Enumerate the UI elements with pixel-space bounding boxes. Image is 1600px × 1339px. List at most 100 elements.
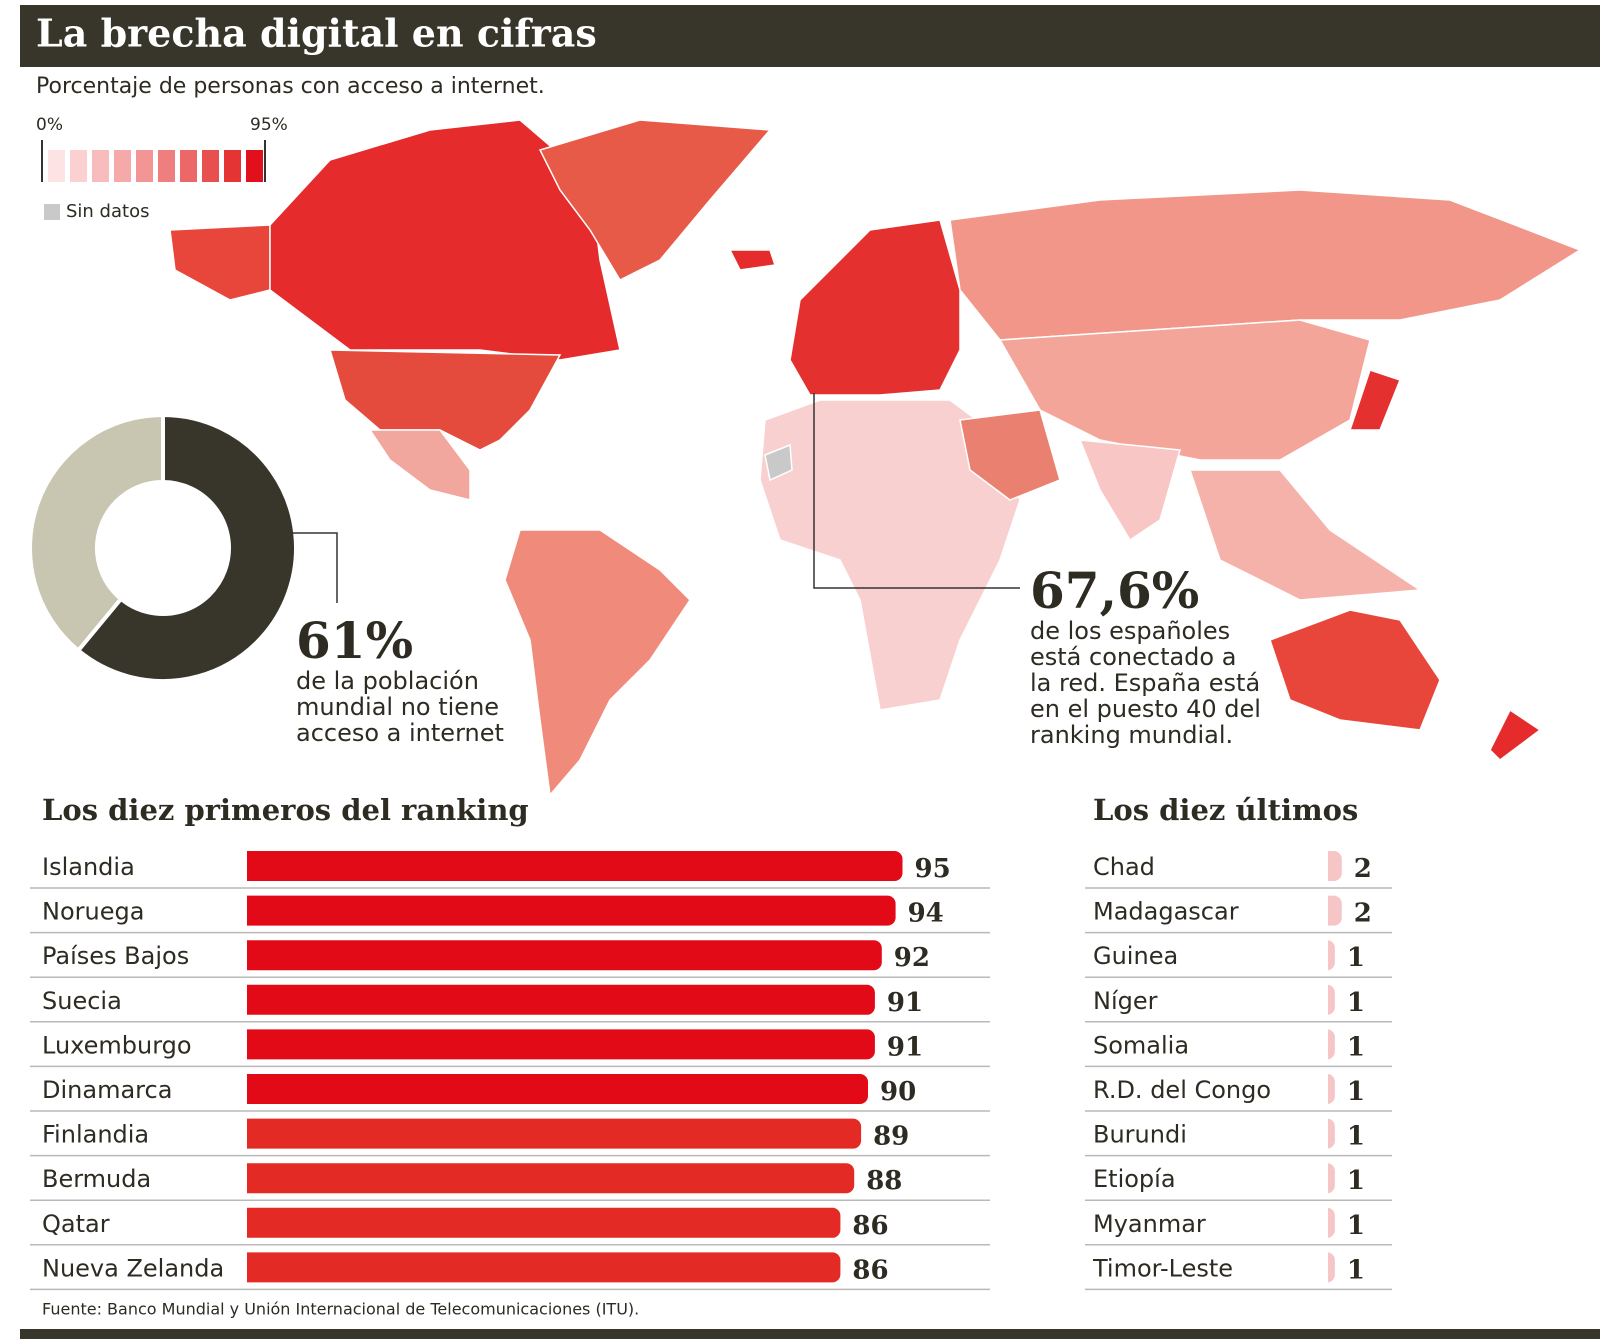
bar-cover — [1319, 1117, 1328, 1150]
legend-swatch — [180, 150, 197, 182]
legend-no-data: Sin datos — [66, 201, 149, 222]
legend-swatch — [48, 150, 65, 182]
category-label: Timor-Leste — [1092, 1254, 1233, 1282]
source: Fuente: Banco Mundial y Unión Internacio… — [42, 1300, 639, 1319]
bar — [239, 895, 896, 926]
bar — [239, 940, 882, 971]
callout-text: la red. España está — [1030, 669, 1260, 697]
callout-text: en el puesto 40 del — [1030, 695, 1261, 723]
title: La brecha digital en cifras — [36, 11, 597, 56]
category-label: Níger — [1093, 987, 1158, 1015]
bar-cover — [1319, 894, 1328, 927]
category-label: Bermuda — [42, 1165, 151, 1193]
map-mexico — [368, 429, 471, 501]
bottom-ranking-chart: Los diez últimos Chad 2 Madagascar 2 Guinea 1 N… — [1085, 793, 1392, 1291]
map-africa — [759, 399, 1021, 711]
bar-cover — [238, 1251, 247, 1284]
value-label: 1 — [1347, 988, 1365, 1018]
category-label: Finlandia — [42, 1121, 149, 1149]
category-label: Somalia — [1093, 1031, 1189, 1059]
legend-swatch — [114, 150, 131, 182]
category-label: Madagascar — [1093, 898, 1239, 926]
value-label: 95 — [915, 854, 951, 884]
value-label: 86 — [852, 1255, 888, 1285]
map-india — [1078, 439, 1181, 542]
legend-max: 95% — [250, 115, 288, 135]
map-new-zealand — [1489, 708, 1542, 761]
map-canada — [269, 119, 621, 361]
bar — [239, 1207, 841, 1238]
map-southeast-asia — [1188, 469, 1423, 601]
value-label: 92 — [894, 943, 930, 973]
category-label: Myanmar — [1093, 1210, 1206, 1238]
map-asia — [998, 319, 1371, 461]
value-label: 1 — [1347, 943, 1365, 973]
bar — [239, 1163, 855, 1194]
bar — [239, 984, 875, 1015]
legend-swatch — [158, 150, 175, 182]
no-data-swatch — [44, 204, 60, 220]
bar-cover — [1319, 939, 1328, 972]
donut-segment — [28, 412, 165, 654]
bar-cover — [1319, 1206, 1328, 1239]
subtitle: Porcentaje de personas con acceso a inte… — [36, 74, 545, 99]
category-label: Qatar — [42, 1210, 110, 1238]
callout-text: de los españoles — [1030, 617, 1230, 645]
value-label: 1 — [1347, 1255, 1365, 1285]
value-label: 89 — [873, 1122, 909, 1152]
legend-swatch — [202, 150, 219, 182]
map-alaska — [169, 224, 271, 301]
category-label: Etiopía — [1093, 1165, 1176, 1193]
map-middle-east — [959, 409, 1061, 501]
bar — [239, 1029, 875, 1060]
category-label: R.D. del Congo — [1093, 1076, 1271, 1104]
bar-cover — [238, 1073, 247, 1105]
category-label: Guinea — [1093, 942, 1178, 970]
map-greenland — [538, 119, 772, 281]
map-legend: 0% 95% Sin datos — [36, 115, 288, 222]
bar — [239, 1252, 841, 1283]
category-label: Noruega — [42, 898, 144, 926]
map-south-america — [504, 529, 691, 797]
legend-swatch — [92, 150, 109, 182]
value-label: 86 — [852, 1211, 888, 1241]
value-label: 1 — [1347, 1166, 1365, 1196]
leader-line — [293, 532, 338, 603]
value-label: 1 — [1347, 1032, 1365, 1062]
bar-cover — [1319, 1028, 1328, 1061]
map-japan — [1348, 369, 1401, 431]
map-australia — [1269, 609, 1441, 731]
category-label: Burundi — [1093, 1121, 1187, 1149]
legend-swatch — [70, 150, 87, 182]
world-map — [169, 119, 1582, 797]
category-label: Luxemburgo — [42, 1031, 192, 1059]
map-europe — [789, 219, 961, 396]
category-label: Dinamarca — [42, 1076, 172, 1104]
bar-cover — [1319, 1073, 1328, 1105]
callout-text: mundial no tiene — [296, 693, 499, 721]
category-label: Chad — [1093, 853, 1155, 881]
category-label: Suecia — [42, 987, 122, 1015]
bar-cover — [238, 894, 247, 927]
donut-segment — [75, 412, 298, 683]
map-no-data — [764, 443, 793, 482]
callout-text: acceso a internet — [296, 719, 504, 747]
bar-cover — [1319, 1251, 1328, 1284]
bar-cover — [238, 983, 247, 1016]
bar-cover — [1319, 850, 1328, 882]
bar-cover — [1319, 983, 1328, 1016]
category-label: Nueva Zelanda — [42, 1254, 224, 1282]
legend-swatch — [224, 150, 241, 182]
value-label: 1 — [1347, 1077, 1365, 1107]
bar-cover — [238, 1162, 247, 1195]
chart-title: Los diez últimos — [1093, 793, 1358, 827]
spain-headline: 67,6% — [1030, 561, 1199, 620]
map-russia — [949, 189, 1582, 341]
donut-chart — [28, 412, 298, 683]
bar-cover — [238, 1206, 247, 1239]
callout-text: de la población — [296, 667, 479, 695]
legend-min: 0% — [36, 115, 63, 135]
callout-text: ranking mundial. — [1030, 721, 1233, 749]
category-label: Países Bajos — [42, 942, 189, 970]
